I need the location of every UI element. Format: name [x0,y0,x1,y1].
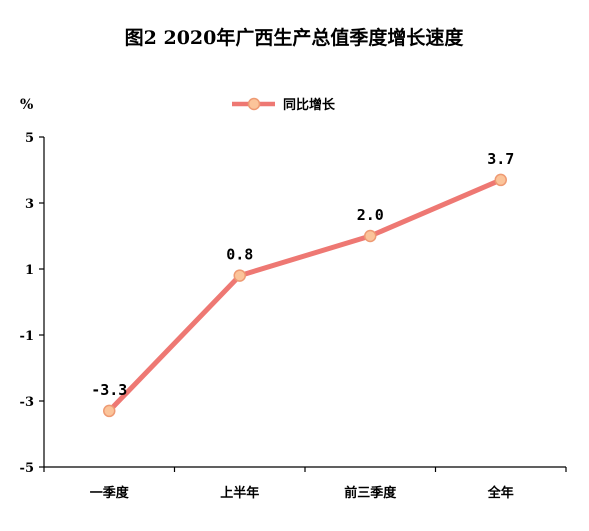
x-category-label: 上半年 [220,485,259,501]
y-tick-label: -1 [20,329,34,344]
y-tick-label: 5 [25,131,34,146]
data-point [233,269,246,282]
data-label: 2.0 [357,206,384,224]
axes [43,137,567,472]
data-point [494,173,507,187]
x-category-label: 全年 [487,485,514,501]
series-line [106,177,504,414]
y-axis-ticks: 5 3 1 -1 -3 -5 [20,131,44,476]
data-label: 3.7 [487,150,514,168]
x-category-label: 一季度 [90,485,130,501]
legend: 同比增长 [232,97,336,113]
y-tick-label: 3 [25,197,34,212]
y-tick-label: -5 [20,461,34,476]
x-category-label: 前三季度 [344,485,397,501]
legend-label: 同比增长 [283,97,336,113]
legend-marker-swatch [247,97,261,111]
y-tick-label: 1 [25,263,34,278]
y-axis-unit: % [20,97,33,113]
data-point [364,229,377,243]
y-tick-label: -3 [20,395,34,410]
data-label: -3.3 [91,381,127,399]
chart-title: 图2 2020年广西生产总值季度增长速度 [125,26,465,49]
series-group: -3.3 0.8 2.0 3.7 [91,150,514,418]
data-point [103,404,116,418]
x-axis-categories: 一季度 上半年 前三季度 全年 [90,485,514,501]
data-label: 0.8 [226,246,253,264]
